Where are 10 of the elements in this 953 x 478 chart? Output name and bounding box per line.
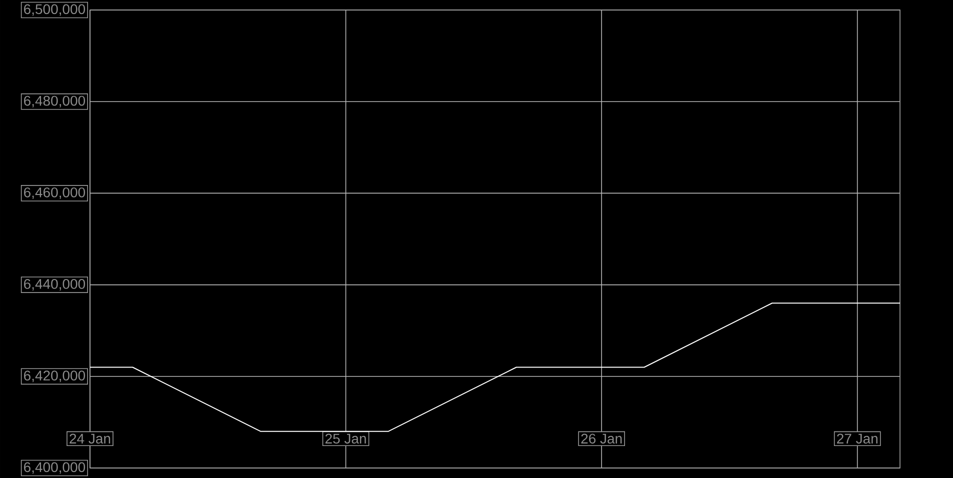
y-tick-label: 6,460,000 bbox=[24, 187, 86, 199]
x-tick-label: 27 Jan bbox=[837, 434, 878, 444]
y-tick-label: 6,440,000 bbox=[24, 279, 86, 291]
x-tick-label: 26 Jan bbox=[581, 434, 622, 444]
x-tick-label: 25 Jan bbox=[325, 434, 366, 444]
y-tick-label: 6,420,000 bbox=[24, 370, 86, 382]
y-tick-label: 6,500,000 bbox=[24, 4, 86, 16]
x-tick-label: 24 Jan bbox=[70, 434, 110, 444]
y-tick-label: 6,400,000 bbox=[24, 462, 86, 474]
y-tick-label: 6,480,000 bbox=[24, 96, 86, 108]
